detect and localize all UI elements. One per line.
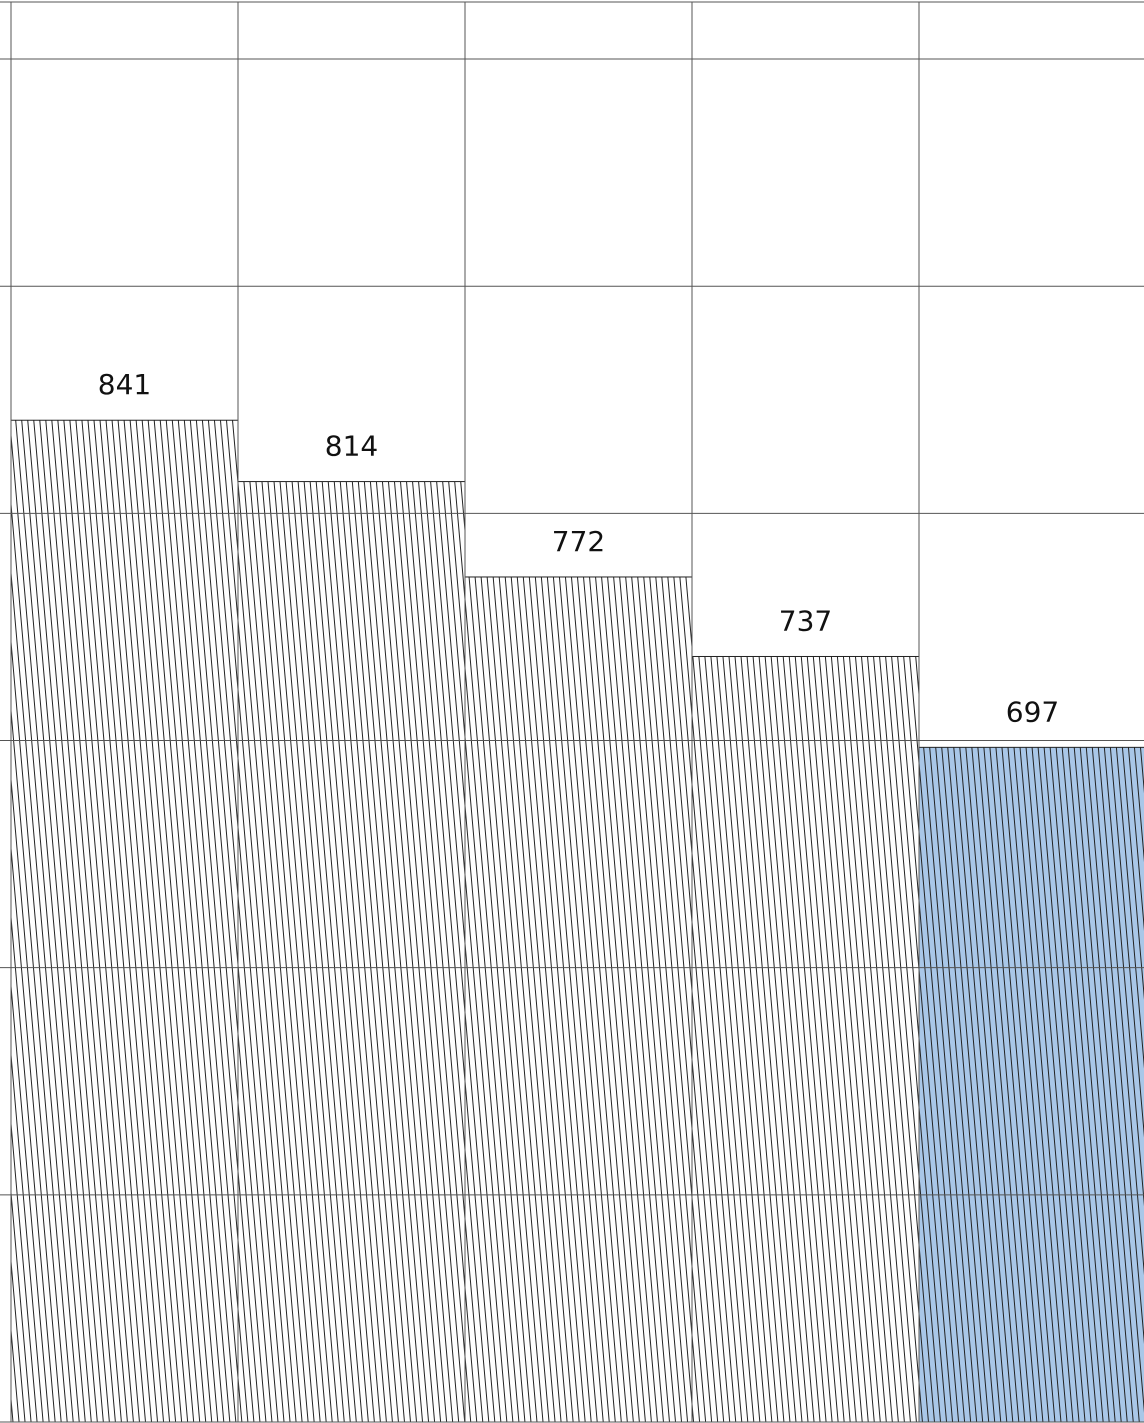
value-label: 841	[98, 368, 151, 401]
bar-hatch	[238, 481, 465, 1422]
value-label: 737	[779, 604, 832, 637]
bar-hatch	[465, 576, 692, 1422]
bar-hatch	[692, 656, 919, 1422]
value-label: 772	[552, 525, 605, 558]
value-label: 697	[1006, 695, 1059, 728]
bar-hatch	[919, 747, 1144, 1422]
value-label: 814	[325, 430, 378, 463]
bar-hatch	[11, 420, 238, 1422]
